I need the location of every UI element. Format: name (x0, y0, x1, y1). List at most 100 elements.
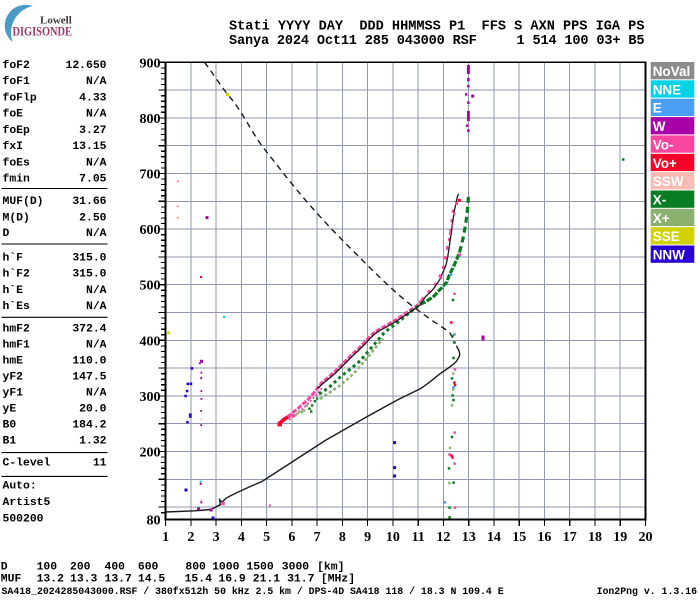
svg-text:C-level: C-level (3, 458, 51, 470)
svg-text:20.0: 20.0 (79, 404, 107, 416)
svg-text:315.0: 315.0 (72, 252, 106, 264)
svg-text:foF1: foF1 (3, 76, 31, 88)
svg-text:h`E: h`E (3, 285, 24, 297)
svg-text:600: 600 (138, 561, 159, 573)
svg-text:NoVal: NoVal (653, 64, 691, 79)
svg-text:foFlp: foFlp (3, 92, 37, 104)
svg-text:600: 600 (140, 223, 161, 238)
svg-text:1500: 1500 (246, 561, 274, 573)
svg-text:300: 300 (140, 390, 161, 405)
svg-text:foEp: foEp (3, 125, 31, 137)
svg-text:5: 5 (263, 530, 270, 545)
svg-text:500: 500 (140, 279, 161, 294)
svg-text:200: 200 (140, 446, 161, 461)
svg-text:800: 800 (140, 112, 161, 127)
svg-text:N/A: N/A (86, 109, 107, 121)
svg-text:100: 100 (37, 561, 58, 573)
svg-text:N/A: N/A (86, 228, 107, 240)
svg-text:17: 17 (563, 530, 577, 545)
svg-text:13: 13 (462, 530, 476, 545)
svg-text:3: 3 (213, 530, 220, 545)
svg-text:4.33: 4.33 (79, 92, 107, 104)
svg-text:[km]: [km] (317, 561, 344, 573)
svg-text:fmin: fmin (3, 174, 31, 186)
svg-text:Auto:: Auto: (3, 481, 37, 493)
svg-text:foEs: foEs (3, 157, 31, 169)
svg-text:M(D): M(D) (3, 212, 30, 224)
svg-text:N/A: N/A (86, 340, 107, 352)
svg-text:W: W (653, 119, 666, 134)
svg-text:N/A: N/A (86, 76, 107, 88)
svg-text:N/A: N/A (86, 157, 107, 169)
svg-text:16.9: 16.9 (218, 574, 246, 586)
svg-text:900: 900 (140, 56, 161, 71)
svg-text:Vo+: Vo+ (653, 156, 677, 171)
svg-text:h`F: h`F (3, 252, 24, 264)
svg-text:yE: yE (3, 404, 17, 416)
svg-text:19: 19 (613, 530, 627, 545)
svg-text:X+: X+ (653, 211, 670, 226)
svg-text:Artist5: Artist5 (3, 497, 51, 509)
svg-text:31.7: 31.7 (287, 574, 315, 586)
svg-text:18: 18 (588, 530, 602, 545)
svg-text:N/A: N/A (86, 285, 107, 297)
svg-text:800: 800 (185, 561, 206, 573)
svg-text:SSW: SSW (653, 174, 684, 189)
svg-text:13.7: 13.7 (105, 574, 133, 586)
svg-text:B0: B0 (3, 420, 17, 432)
svg-text:Lowell: Lowell (40, 15, 72, 27)
svg-text:14: 14 (487, 530, 501, 545)
svg-text:Stati YYYY DAY DDD HHMMSS P1: Stati YYYY DAY DDD HHMMSS P1 FFS S AXN P… (229, 20, 645, 35)
svg-text:N/A: N/A (86, 301, 107, 313)
svg-text:31.66: 31.66 (72, 196, 106, 208)
svg-text:1: 1 (162, 530, 169, 545)
svg-text:N/A: N/A (86, 388, 107, 400)
svg-text:372.4: 372.4 (72, 324, 106, 336)
svg-text:1.32: 1.32 (79, 436, 107, 448)
svg-text:8: 8 (339, 530, 346, 545)
svg-text:7: 7 (314, 530, 321, 545)
svg-text:14.5: 14.5 (138, 574, 166, 586)
svg-text:1000: 1000 (212, 561, 240, 573)
svg-text:21.1: 21.1 (253, 574, 281, 586)
svg-text:2.50: 2.50 (79, 212, 107, 224)
svg-text:SSE: SSE (653, 229, 680, 244)
svg-text:NNW: NNW (653, 248, 685, 263)
svg-text:h`Es: h`Es (3, 301, 31, 313)
svg-text:12: 12 (436, 530, 450, 545)
svg-text:h`F2: h`F2 (3, 269, 31, 281)
svg-text:hmE: hmE (3, 356, 24, 368)
svg-text:80: 80 (147, 514, 161, 529)
svg-text:500200: 500200 (3, 513, 44, 525)
svg-text:D: D (3, 228, 10, 240)
svg-text:MUF(D): MUF(D) (3, 196, 44, 208)
svg-text:13.3: 13.3 (70, 574, 98, 586)
svg-text:110.0: 110.0 (72, 356, 106, 368)
svg-text:16: 16 (537, 530, 551, 545)
svg-text:6: 6 (288, 530, 295, 545)
svg-text:315.0: 315.0 (72, 269, 106, 281)
svg-text:11: 11 (93, 458, 107, 470)
svg-text:fxI: fxI (3, 141, 24, 153)
svg-text:Ion2Png v. 1.3.16: Ion2Png v. 1.3.16 (597, 586, 698, 597)
svg-text:700: 700 (140, 168, 161, 183)
svg-text:[MHz]: [MHz] (321, 574, 355, 586)
svg-text:foE: foE (3, 109, 24, 121)
svg-text:184.2: 184.2 (72, 420, 106, 432)
svg-text:NNE: NNE (653, 82, 682, 97)
svg-text:SA418_2024285043000.RSF / 380f: SA418_2024285043000.RSF / 380fx512h 50 k… (2, 586, 504, 597)
svg-text:yF1: yF1 (3, 388, 24, 400)
svg-text:200: 200 (70, 561, 91, 573)
svg-text:B1: B1 (3, 436, 17, 448)
svg-text:DIGISONDE: DIGISONDE (13, 23, 73, 38)
svg-text:147.5: 147.5 (72, 372, 106, 384)
svg-text:13.2: 13.2 (37, 574, 65, 586)
svg-text:12.650: 12.650 (65, 60, 106, 72)
svg-text:3.27: 3.27 (79, 125, 107, 137)
svg-text:11: 11 (412, 530, 425, 545)
svg-text:13.15: 13.15 (72, 141, 106, 153)
svg-text:9: 9 (364, 530, 371, 545)
svg-text:X-: X- (653, 193, 667, 208)
svg-text:4: 4 (238, 530, 245, 545)
svg-text:3000: 3000 (282, 561, 310, 573)
